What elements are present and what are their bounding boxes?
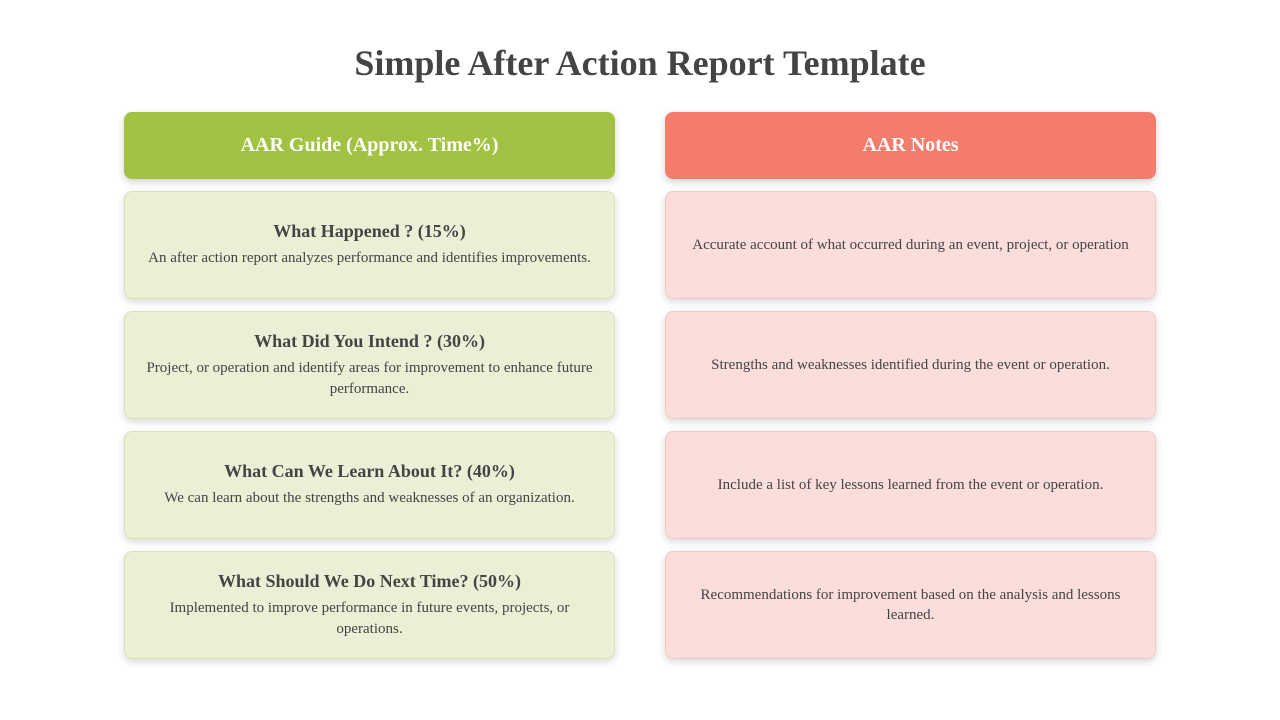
guide-card-title: What Should We Do Next Time? (50%) [145, 571, 594, 592]
guide-card-body: Project, or operation and identify areas… [145, 358, 594, 399]
guide-header: AAR Guide (Approx. Time%) [124, 112, 615, 179]
columns-container: AAR Guide (Approx. Time%) What Happened … [0, 112, 1280, 659]
guide-card: What Can We Learn About It? (40%) We can… [124, 431, 615, 539]
guide-column: AAR Guide (Approx. Time%) What Happened … [124, 112, 615, 659]
notes-card: Include a list of key lessons learned fr… [665, 431, 1156, 539]
notes-card: Recommendations for improvement based on… [665, 551, 1156, 659]
guide-card-title: What Did You Intend ? (30%) [145, 331, 594, 352]
notes-card-body: Strengths and weaknesses identified duri… [686, 355, 1135, 375]
notes-card: Strengths and weaknesses identified duri… [665, 311, 1156, 419]
guide-card-body: We can learn about the strengths and wea… [145, 488, 594, 508]
guide-card-body: An after action report analyzes performa… [145, 248, 594, 268]
guide-card-body: Implemented to improve performance in fu… [145, 598, 594, 639]
notes-card-body: Recommendations for improvement based on… [686, 585, 1135, 626]
guide-card: What Happened ? (15%) An after action re… [124, 191, 615, 299]
page-title: Simple After Action Report Template [0, 0, 1280, 112]
notes-card-body: Include a list of key lessons learned fr… [686, 475, 1135, 495]
notes-card-body: Accurate account of what occurred during… [686, 235, 1135, 255]
guide-card-title: What Happened ? (15%) [145, 221, 594, 242]
notes-card: Accurate account of what occurred during… [665, 191, 1156, 299]
guide-card: What Did You Intend ? (30%) Project, or … [124, 311, 615, 419]
guide-card: What Should We Do Next Time? (50%) Imple… [124, 551, 615, 659]
guide-card-title: What Can We Learn About It? (40%) [145, 461, 594, 482]
notes-header: AAR Notes [665, 112, 1156, 179]
notes-column: AAR Notes Accurate account of what occur… [665, 112, 1156, 659]
